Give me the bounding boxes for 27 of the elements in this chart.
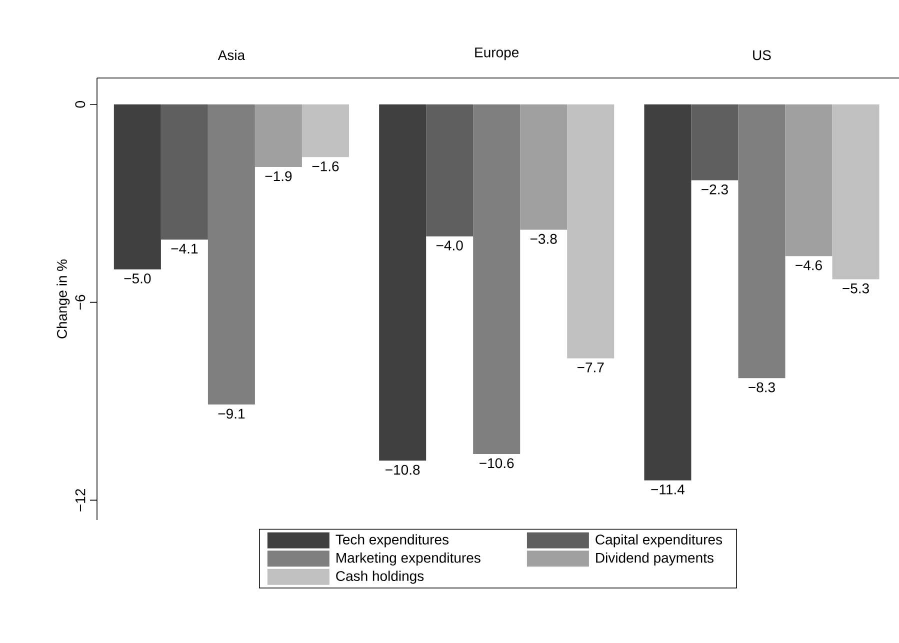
data-label: −10.6: [480, 458, 514, 468]
legend-label: Marketing expenditures: [336, 552, 480, 566]
data-label: −4.1: [171, 244, 198, 254]
y-axis-title: Change in %: [56, 259, 70, 338]
data-label: −1.9: [265, 171, 292, 182]
data-label: −11.4: [651, 484, 684, 494]
legend-label: Tech expenditures: [336, 534, 449, 548]
data-label: −1.6: [312, 161, 339, 172]
legend-label: Dividend payments: [596, 552, 714, 566]
y-tick-label: −6: [75, 294, 86, 310]
data-label: −5.0: [124, 274, 151, 284]
y-tick-label: 0: [75, 101, 86, 108]
data-label: −10.8: [386, 464, 420, 475]
data-label: −4.6: [796, 260, 822, 270]
legend-label: Cash holdings: [336, 570, 424, 584]
y-tick-label: −12: [75, 489, 86, 512]
data-label: −5.3: [842, 283, 869, 294]
x-tick-label: Asia: [218, 50, 246, 60]
x-tick-label: US: [753, 50, 771, 60]
data-label: −7.7: [577, 362, 604, 372]
data-label: −3.8: [530, 234, 557, 244]
x-tick-label: Europe: [475, 48, 519, 60]
data-label: −4.0: [436, 240, 463, 250]
data-label: −2.3: [702, 184, 728, 194]
legend-label: Capital expenditures: [596, 534, 722, 548]
data-label: −8.3: [748, 382, 775, 392]
data-label: −9.1: [218, 408, 245, 419]
